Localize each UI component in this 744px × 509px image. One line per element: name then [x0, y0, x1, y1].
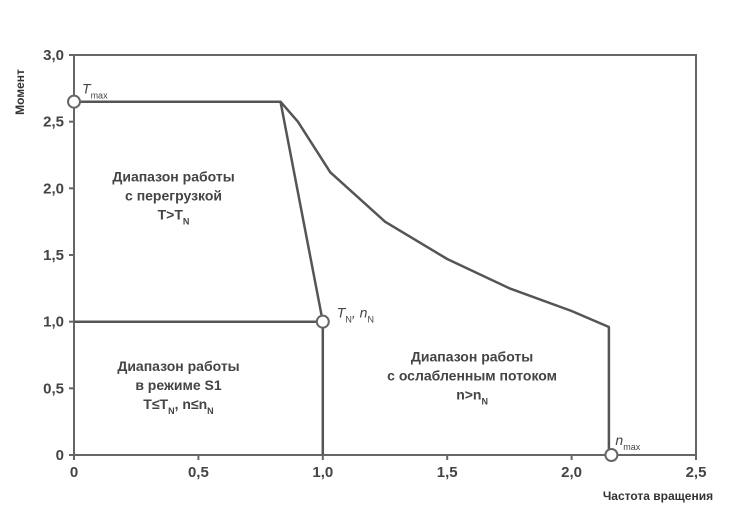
y-tick-label: 1,0 — [43, 314, 64, 331]
marker-circle — [604, 448, 619, 462]
x-tick-label: 2,5 — [686, 464, 707, 481]
series-line — [279, 100, 611, 455]
region-label-line: Диапазон работы — [112, 169, 234, 185]
region-label-line: в режиме S1 — [135, 377, 222, 393]
plot-border — [73, 54, 697, 456]
region-label-math: n>nN — [456, 387, 488, 407]
x-tick-label: 1,5 — [437, 464, 458, 481]
region-label-math: T≤TN, n≤nN — [143, 396, 213, 416]
y-tick-label: 2,0 — [43, 180, 64, 197]
x-axis-title: Частота вращения — [603, 489, 713, 503]
marker-circle — [67, 94, 81, 109]
y-tick-label: 3,0 — [43, 47, 64, 64]
y-tick-label: 2,5 — [43, 114, 64, 131]
marker-label: TN, nN — [337, 305, 374, 325]
marker-label: nmax — [615, 432, 640, 452]
y-tick-label: 0 — [56, 447, 64, 464]
region-label-line: Диапазон работы — [117, 358, 239, 374]
region-label-line: Диапазон работы — [411, 349, 533, 365]
region-label-math: T>TN — [158, 207, 190, 227]
marker-label: Tmax — [82, 81, 108, 101]
marker-circle — [315, 314, 330, 329]
x-tick-label: 0 — [70, 464, 78, 481]
x-tick-label: 0,5 — [188, 464, 209, 481]
x-tick-label: 1,0 — [312, 464, 333, 481]
markers: Tmax TN, nN nmax — [67, 81, 641, 462]
x-tick-label: 2,0 — [561, 464, 582, 481]
plot-frame — [73, 54, 697, 456]
series-line — [74, 100, 325, 322]
y-tick-label: 0,5 — [43, 380, 64, 397]
region-label-line: с ослабленным потоком — [387, 368, 557, 384]
y-axis-title: Момент — [13, 69, 27, 115]
tick-labels: 0 0,5 1,0 1,5 2,0 2,5 3,0 0 0,5 1,0 1,5 2,0 2,5 — [43, 47, 706, 481]
y-tick-label: 1,5 — [43, 247, 64, 264]
region-label-line: с перегрузкой — [125, 188, 222, 204]
region-labels: Диапазон работы с перегрузкой T>TN Диапазон… — [112, 169, 557, 416]
